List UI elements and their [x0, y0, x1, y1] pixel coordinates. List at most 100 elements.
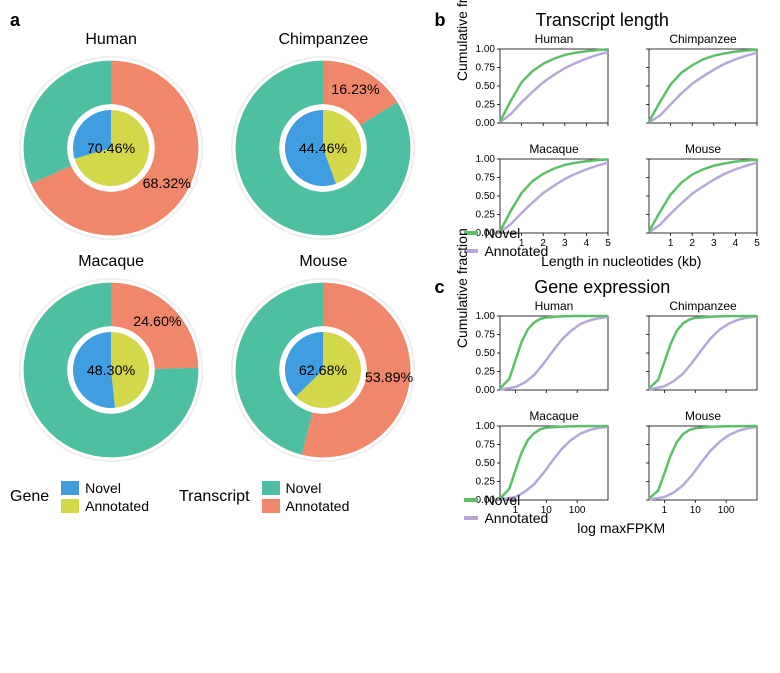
mini-legend-novel-c: Novel [464, 492, 548, 508]
panel-b-mini-legend: Novel Annotated [464, 225, 548, 259]
inner-pct-label: 44.46% [299, 141, 348, 157]
panel-right: b Transcript length Cumulative fraction … [434, 10, 770, 536]
outer-pct-label: 16.23% [332, 82, 381, 98]
ytick-label: 1.00 [476, 44, 496, 55]
xtick-label: 1 [668, 238, 674, 249]
legend-gene-annotated: Annotated [61, 498, 149, 514]
ytick-label: 0.25 [476, 210, 496, 221]
annotated-line [500, 317, 608, 390]
inner-pct-label: 48.30% [87, 363, 136, 379]
swatch-transcript-annotated [262, 499, 280, 513]
panel-c-label: c [434, 277, 444, 298]
cdf-chart: Human0.000.250.500.751.00 [472, 31, 612, 141]
cdf-human: Human0.000.250.500.751.00 [472, 298, 621, 408]
donut-title: Chimpanzee [278, 31, 368, 49]
legend-annotated-text: Annotated [85, 498, 149, 514]
ytick-label: 0.75 [476, 330, 496, 341]
cdf-chart: Mouse110100 [621, 408, 761, 518]
legend-transcript-annotated: Annotated [262, 498, 350, 514]
donut-macaque: Macaque 24.60% 48.30% [10, 253, 212, 465]
panel-c: c Gene expression Cumulative fraction Hu… [434, 277, 770, 536]
cdf-chimpanzee: Chimpanzee [621, 298, 770, 408]
panel-b-title: Transcript length [434, 10, 770, 31]
cdf-chart: Chimpanzee [621, 298, 761, 408]
panel-c-ylabel: Cumulative fraction [454, 228, 470, 348]
donut-title: Mouse [299, 253, 347, 271]
legend-transcript-novel: Novel [262, 480, 350, 496]
cdf-grid-b: Human0.000.250.500.751.00ChimpanzeeMacaq… [472, 31, 770, 251]
annotated-line [649, 316, 757, 389]
outer-pct-label: 53.89% [365, 370, 414, 386]
xtick-label: 1 [662, 505, 668, 516]
cdf-subtitle: Human [535, 299, 574, 313]
ytick-label: 0.75 [476, 440, 496, 451]
panel-c-mini-legend: Novel Annotated [464, 492, 548, 526]
cdf-subtitle: Mouse [685, 409, 721, 423]
cdf-mouse: Mouse12345 [621, 141, 770, 251]
mini-legend-annotated-c: Annotated [464, 510, 548, 526]
xtick-label: 5 [606, 238, 612, 249]
panel-b: b Transcript length Cumulative fraction … [434, 10, 770, 269]
novel-line [500, 159, 608, 231]
xtick-label: 2 [690, 238, 696, 249]
ytick-label: 0.50 [476, 458, 496, 469]
ytick-label: 1.00 [476, 311, 496, 322]
cdf-human: Human0.000.250.500.751.00 [472, 31, 621, 141]
legend-gene: Gene Novel Annotated [10, 480, 149, 514]
annotated-line [649, 163, 757, 233]
outer-pct-label: 68.32% [143, 176, 192, 192]
donut-title: Macaque [78, 253, 144, 271]
novel-line [649, 316, 757, 389]
cdf-chart: Mouse12345 [621, 141, 761, 251]
panel-c-title: Gene expression [434, 277, 770, 298]
ytick-label: 0.25 [476, 477, 496, 488]
panel-a: a Human 68.32% 70.46% Chimpanzee 16.23% 44.46… [10, 10, 424, 536]
swatch-gene-annotated [61, 499, 79, 513]
donut-chart: 16.23% 44.46% [228, 53, 418, 243]
novel-line [500, 426, 608, 499]
panel-a-label: a [10, 10, 424, 31]
legend-gene-label: Gene [10, 488, 49, 506]
xtick-label: 100 [569, 505, 586, 516]
ytick-label: 0.75 [476, 63, 496, 74]
mini-legend-annotated: Annotated [464, 243, 548, 259]
donut-chart: 24.60% 48.30% [16, 275, 206, 465]
novel-line [500, 49, 608, 121]
legend-transcript: Transcript Novel Annotated [179, 480, 349, 514]
inner-pct-label: 70.46% [87, 141, 136, 157]
ytick-label: 0.50 [476, 191, 496, 202]
cdf-mouse: Mouse110100 [621, 408, 770, 518]
legend-novel-text-2: Novel [286, 480, 322, 496]
ytick-label: 0.00 [476, 118, 496, 129]
donut-mouse: Mouse 53.89%62.68% [222, 253, 424, 465]
swatch-gene-novel [61, 481, 79, 495]
donut-title: Human [85, 31, 137, 49]
ytick-label: 0.25 [476, 367, 496, 378]
donut-chart: 53.89%62.68% [228, 275, 418, 465]
donut-grid: Human 68.32% 70.46% Chimpanzee 16.23% 44.46% M… [10, 31, 424, 465]
ytick-label: 0.50 [476, 81, 496, 92]
annotated-line [649, 427, 757, 500]
xtick-label: 4 [584, 238, 590, 249]
panel-b-ylabel: Cumulative fraction [454, 0, 470, 81]
donut-chimpanzee: Chimpanzee 16.23% 44.46% [222, 31, 424, 243]
annotated-line [649, 53, 757, 123]
swatch-transcript-novel [262, 481, 280, 495]
xtick-label: 3 [711, 238, 717, 249]
legend-novel-text: Novel [85, 480, 121, 496]
cdf-grid-c: Human0.000.250.500.751.00ChimpanzeeMacaq… [472, 298, 770, 518]
xtick-label: 10 [690, 505, 702, 516]
annotated-line [500, 163, 608, 233]
cdf-subtitle: Chimpanzee [670, 32, 738, 46]
cdf-chimpanzee: Chimpanzee [621, 31, 770, 141]
annotated-line [500, 52, 608, 122]
ytick-label: 1.00 [476, 154, 496, 165]
panel-b-label: b [434, 10, 445, 31]
cdf-subtitle: Chimpanzee [670, 299, 738, 313]
donut-chart: 68.32% 70.46% [16, 53, 206, 243]
ytick-label: 0.00 [476, 385, 496, 396]
cdf-subtitle: Macaque [530, 142, 580, 156]
ytick-label: 1.00 [476, 421, 496, 432]
cdf-subtitle: Mouse [685, 142, 721, 156]
outer-pct-label: 24.60% [133, 314, 182, 330]
